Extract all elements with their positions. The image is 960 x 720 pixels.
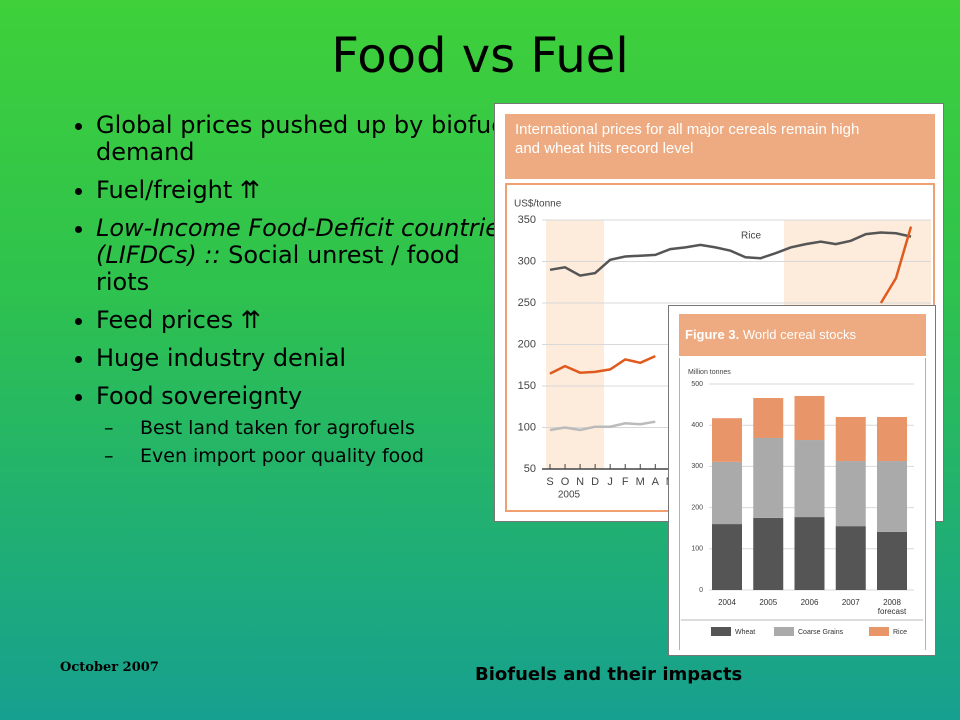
bar — [877, 531, 907, 590]
bullet: Food sovereignty Best land taken for agr… — [96, 382, 516, 467]
bar — [877, 416, 907, 462]
chart-header: International prices for all major cerea… — [505, 114, 935, 179]
bar — [712, 418, 742, 462]
bullet: Global prices pushed up by biofuel deman… — [96, 112, 516, 166]
bar — [835, 526, 866, 590]
y-tick-label: 200 — [691, 504, 703, 511]
chart-title: World cereal stocks — [742, 327, 856, 342]
bar — [794, 440, 825, 518]
x-tick-label: M — [636, 476, 645, 488]
bullet: Fuel/freight ⇈ — [96, 177, 516, 204]
bar — [712, 524, 742, 590]
y-tick-label: 200 — [518, 338, 536, 350]
legend-label: Coarse Grains — [798, 629, 844, 636]
bar — [794, 395, 825, 441]
y-tick-label: 50 — [524, 463, 536, 475]
x-group-label: 2005 — [558, 490, 581, 501]
bar — [753, 398, 784, 438]
bar — [753, 437, 784, 518]
bullet-list: Global prices pushed up by biofuel deman… — [60, 112, 516, 477]
x-tick-label: 2005 — [759, 598, 778, 607]
y-tick-label: 300 — [518, 255, 536, 267]
legend-swatch — [869, 627, 889, 636]
sub-bullet: Even import poor quality food — [104, 446, 516, 466]
bar — [712, 461, 742, 525]
bullet: Huge industry denial — [96, 345, 516, 372]
plot: 0 100 200 300 400 500 Million tonnes Wheat Coars… — [681, 369, 923, 636]
y-tick-label: 350 — [518, 214, 536, 226]
y-axis-label: US$/tonne — [514, 199, 562, 210]
figure-label: Figure 3. — [685, 327, 740, 342]
x-tick-label: 2008 forecast — [877, 598, 907, 616]
legend-label: Rice — [893, 629, 907, 636]
x-tick-label: S — [546, 476, 553, 488]
footer-date: October 2007 — [60, 660, 159, 675]
sub-bullet: Best land taken for agrofuels — [104, 418, 516, 438]
bar — [794, 517, 825, 590]
series-line — [549, 420, 656, 432]
x-tick-label: D — [591, 476, 599, 488]
bar — [753, 517, 784, 590]
y-tick-label: 100 — [691, 546, 703, 553]
x-tick-label: N — [576, 476, 584, 488]
y-tick-label: 0 — [699, 587, 703, 594]
bar — [835, 416, 866, 462]
series-label: Rice — [741, 231, 761, 242]
y-tick-label: 250 — [518, 297, 536, 309]
plot-border — [679, 358, 926, 650]
bar — [877, 461, 907, 532]
bar — [835, 461, 866, 527]
bullet: Feed prices ⇈ — [96, 307, 516, 334]
bullet-italic: Low-Income Food-Deficit countries (LIFDC… — [96, 214, 513, 269]
bullet: Low-Income Food-Deficit countries (LIFDC… — [96, 215, 516, 296]
footer-caption: Biofuels and their impacts — [475, 664, 743, 685]
chart-title: International prices for all major cerea… — [515, 121, 860, 157]
series-line — [549, 231, 912, 277]
x-tick-label: J — [607, 476, 613, 488]
x-tick-label: O — [561, 476, 570, 488]
y-tick-label: 100 — [518, 421, 536, 433]
stocks-chart: Figure 3. World cereal stocks 0 100 200 300… — [668, 305, 936, 656]
x-tick-label: 2004 — [718, 598, 736, 607]
y-tick-label: 300 — [691, 463, 703, 470]
sub-list: Best land taken for agrofuels Even impor… — [96, 418, 516, 466]
series-line — [549, 226, 913, 375]
legend-swatch — [774, 627, 794, 636]
legend-label: Wheat — [735, 629, 755, 636]
x-tick-label: F — [622, 476, 629, 488]
bullet-text: Food sovereignty — [96, 382, 303, 410]
x-tick-label: 2006 — [800, 598, 819, 607]
y-axis-label: Million tonnes — [688, 369, 731, 376]
y-tick-label: 500 — [691, 381, 703, 388]
x-tick-label: 2007 — [841, 598, 860, 607]
legend-swatch — [711, 627, 731, 636]
chart-header: Figure 3. World cereal stocks — [679, 314, 926, 356]
y-tick-label: 150 — [518, 380, 536, 392]
y-tick-label: 400 — [691, 422, 703, 429]
slide-title: Food vs Fuel — [331, 28, 629, 84]
bullet-text: Social unrest / food riots — [96, 241, 460, 296]
x-tick-label: A — [652, 476, 660, 488]
